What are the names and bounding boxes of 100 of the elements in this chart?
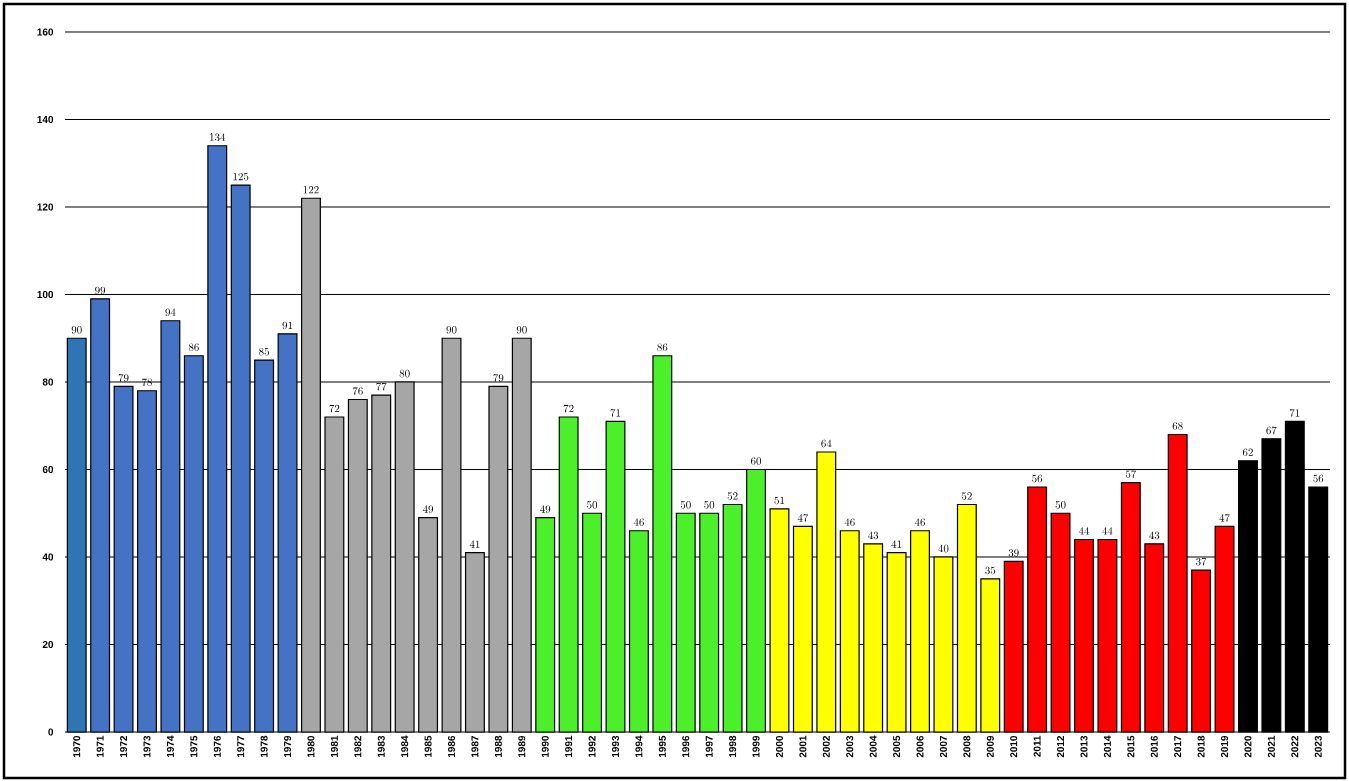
x-tick-label: 2000 — [775, 735, 783, 758]
x-tick-label: 2016 — [1150, 735, 1158, 758]
x-tick-label: 1985 — [424, 735, 432, 758]
data-label: 122 — [303, 186, 319, 194]
x-tick-label: 1992 — [588, 735, 596, 758]
data-label: 64 — [821, 439, 832, 448]
x-tick-label: 2001 — [799, 735, 807, 758]
x-tick-label: 1981 — [330, 735, 338, 758]
x-tick-label: 2003 — [846, 735, 854, 758]
x-tick-label: 1977 — [237, 735, 245, 758]
data-label: 90 — [446, 326, 457, 334]
y-tick-label: 160 — [37, 28, 54, 36]
data-label: 86 — [188, 343, 199, 352]
x-tick-label: 2013 — [1080, 735, 1088, 758]
x-tick-label: 1999 — [752, 735, 760, 758]
x-tick-label: 1988 — [494, 735, 502, 758]
y-tick-label: 100 — [37, 290, 54, 299]
data-label: 86 — [657, 343, 668, 352]
data-label: 91 — [282, 321, 293, 330]
data-label: 80 — [399, 369, 410, 378]
data-label: 60 — [751, 457, 762, 465]
data-label: 46 — [633, 518, 644, 527]
y-tick-label: 80 — [42, 378, 54, 386]
x-tick-label: 1974 — [166, 735, 174, 758]
data-label: 47 — [1219, 514, 1230, 522]
x-tick-label: 1972 — [120, 735, 128, 758]
x-tick-label: 1997 — [705, 735, 713, 758]
data-label: 79 — [118, 374, 129, 382]
data-label: 90 — [71, 326, 82, 334]
x-tick-label: 1989 — [518, 735, 526, 758]
data-label: 47 — [797, 514, 809, 522]
x-tick-label: 1984 — [401, 735, 409, 758]
data-label: 90 — [516, 326, 527, 334]
x-tick-label: 1990 — [541, 735, 549, 758]
x-tick-label: 2014 — [1103, 735, 1111, 758]
data-label: 41 — [891, 540, 902, 548]
data-label: 79 — [493, 374, 504, 382]
data-label: 71 — [610, 409, 621, 417]
x-tick-label: 1978 — [260, 735, 268, 758]
data-label: 40 — [938, 544, 949, 553]
data-label: 56 — [1032, 474, 1043, 483]
data-label: 46 — [914, 518, 925, 527]
y-tick-label: 20 — [42, 640, 54, 649]
x-tick-label: 2018 — [1197, 735, 1205, 758]
data-label: 39 — [1008, 549, 1019, 557]
x-tick-label: 2011 — [1033, 735, 1041, 757]
data-label: 35 — [985, 566, 996, 575]
data-label: 43 — [1149, 531, 1160, 540]
x-tick-label: 2002 — [822, 735, 830, 758]
x-tick-label: 2021 — [1267, 735, 1275, 758]
x-tick-label: 2008 — [963, 735, 971, 758]
x-tick-label: 1973 — [143, 735, 151, 758]
data-label: 72 — [563, 404, 574, 413]
x-tick-label: 2023 — [1314, 735, 1322, 758]
x-tick-label: 1970 — [73, 735, 81, 758]
y-tick-label: 140 — [37, 115, 54, 124]
data-label: 50 — [680, 501, 691, 509]
y-tick-label: 60 — [42, 465, 54, 474]
data-label: 50 — [704, 501, 715, 509]
y-tick-label: 40 — [42, 553, 54, 561]
data-label: 52 — [961, 492, 972, 500]
data-label: 99 — [95, 286, 106, 295]
data-label: 41 — [469, 540, 480, 548]
data-label: 37 — [1196, 557, 1207, 566]
x-tick-label: 1994 — [635, 735, 643, 758]
data-label: 68 — [1172, 422, 1183, 430]
data-label: 76 — [352, 387, 363, 395]
x-tick-label: 2006 — [916, 735, 924, 758]
data-label: 51 — [774, 496, 785, 505]
data-label: 77 — [376, 382, 387, 391]
data-label: 50 — [1055, 501, 1066, 509]
y-tick-label: 0 — [48, 728, 54, 736]
data-label: 78 — [142, 378, 152, 387]
data-label: 85 — [259, 347, 269, 356]
y-tick-label: 120 — [37, 203, 54, 211]
x-tick-label: 1995 — [658, 735, 666, 758]
x-tick-label: 1971 — [96, 735, 104, 758]
data-label: 71 — [1289, 409, 1300, 417]
x-tick-label: 1986 — [447, 735, 456, 758]
x-tick-label: 1991 — [565, 735, 573, 758]
x-tick-label: 1979 — [284, 735, 292, 758]
x-tick-label: 2017 — [1174, 735, 1182, 758]
x-tick-label: 2019 — [1221, 735, 1229, 758]
x-tick-label: 1998 — [729, 735, 737, 758]
x-tick-label: 1987 — [471, 735, 479, 758]
data-label: 46 — [844, 518, 855, 527]
data-label: 49 — [422, 505, 434, 513]
data-label: 52 — [727, 492, 738, 500]
x-tick-label: 1996 — [682, 735, 690, 758]
x-tick-label: 2022 — [1291, 735, 1299, 758]
data-label: 56 — [1313, 474, 1324, 483]
data-label: 134 — [210, 133, 226, 142]
data-label: 44 — [1102, 527, 1113, 535]
x-tick-label: 1975 — [190, 735, 198, 758]
x-tick-label: 2012 — [1057, 735, 1065, 758]
x-tick-label: 2005 — [893, 735, 901, 758]
data-label: 50 — [587, 501, 598, 509]
x-tick-label: 2015 — [1127, 735, 1135, 758]
data-label: 43 — [868, 531, 879, 540]
data-label: 67 — [1266, 426, 1277, 435]
